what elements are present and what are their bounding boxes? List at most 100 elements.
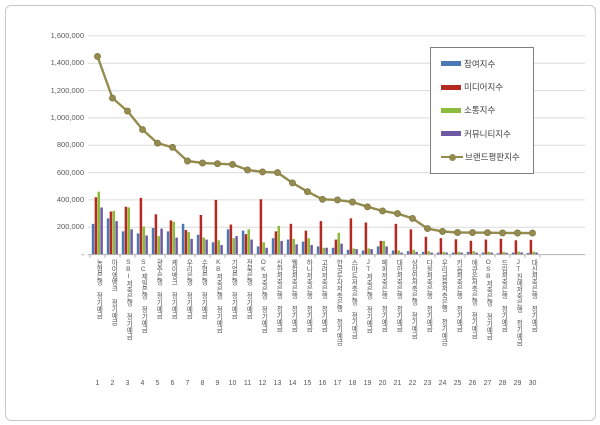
bar-소통지수: [322, 247, 325, 255]
category-label: 웰컴저축은행 정기예금: [285, 259, 300, 377]
bar-커뮤니티지수: [460, 252, 463, 255]
bar-참여지수: [421, 251, 425, 255]
bar-참여지수: [316, 246, 320, 255]
bar-소통지수: [292, 238, 295, 255]
category-label: 우리은행 정기예금: [180, 259, 195, 377]
bar-참여지수: [211, 242, 215, 255]
reputation-marker: [109, 94, 116, 102]
category-label-text: SBI저축은행 정기예금: [124, 258, 132, 340]
category-label-text: 광주은행 정기예금: [154, 258, 162, 319]
bar-소통지수: [217, 240, 220, 255]
bar-커뮤니티지수: [415, 251, 418, 255]
bar-소통지수: [457, 251, 460, 255]
bar-참여지수: [256, 246, 260, 255]
bar-참여지수: [196, 234, 200, 255]
reputation-marker: [229, 160, 236, 168]
bar-소통지수: [127, 207, 130, 255]
category-label-text: 애큐온저축은행 정기예금: [469, 258, 477, 339]
y-axis-label: 1,600,000: [50, 30, 84, 40]
reputation-marker: [334, 196, 341, 204]
bar-미디어지수: [469, 240, 473, 255]
bar-미디어지수: [409, 229, 413, 255]
bar-참여지수: [91, 223, 95, 255]
reputation-marker: [529, 229, 536, 237]
category-label-text: JT저축은행 정기예금: [364, 258, 372, 333]
category-label-text: 다올저축은행 정기예금: [424, 258, 432, 332]
bar-소통지수: [112, 210, 115, 255]
category-label-text: 키움저축은행 정기예금: [454, 258, 462, 332]
bar-소통지수: [472, 251, 475, 255]
category-label-text: 웰컴저축은행 정기예금: [289, 258, 297, 332]
y-axis-label: -: [81, 249, 85, 259]
legend-marker-icon: [449, 153, 456, 161]
bar-커뮤니티지수: [370, 249, 373, 255]
category-label: 상상인저축은행 정기예금: [405, 259, 420, 377]
y-axis-label: 1,400,000: [50, 58, 84, 68]
reputation-marker: [94, 52, 101, 60]
bar-미디어지수: [214, 199, 218, 255]
bar-미디어지수: [349, 218, 353, 255]
bar-참여지수: [481, 252, 485, 255]
bar-커뮤니티지수: [175, 237, 178, 255]
rank-label: 20: [378, 379, 387, 387]
rank-label: 8: [200, 379, 205, 387]
reputation-marker: [469, 229, 476, 237]
bar-커뮤니티지수: [190, 238, 193, 255]
bar-소통지수: [352, 248, 355, 255]
category-label: 케이뱅크 정기예금: [165, 259, 180, 377]
bar-커뮤니티지수: [310, 245, 313, 255]
category-label: SBI저축은행 정기예금: [120, 259, 135, 377]
bar-소통지수: [307, 238, 310, 255]
bar-소통지수: [262, 242, 265, 255]
category-label-text: 대한저축은행 정기예금: [394, 258, 402, 332]
bar-참여지수: [271, 238, 275, 255]
reputation-marker: [124, 107, 131, 115]
reputation-marker: [424, 225, 431, 233]
rank-label: 17: [333, 379, 342, 387]
rank-label: 19: [363, 379, 372, 387]
category-label-text: 스마트저축은행 정기예금: [349, 258, 357, 339]
bar-커뮤니티지수: [115, 221, 118, 255]
bar-소통지수: [202, 237, 205, 255]
reputation-marker: [154, 139, 161, 147]
category-label: 고려저축은행 정기예금: [315, 259, 330, 377]
bar-참여지수: [166, 231, 170, 255]
bar-미디어지수: [454, 239, 458, 255]
category-label-text: 상상인저축은행 정기예금: [409, 258, 417, 339]
bar-미디어지수: [184, 230, 188, 255]
y-axis-label: 200,000: [56, 222, 84, 232]
bar-참여지수: [496, 253, 500, 255]
category-label: OK저축은행 정기예금: [255, 259, 270, 377]
bar-소통지수: [412, 249, 415, 255]
bar-미디어지수: [244, 234, 248, 255]
bar-미디어지수: [394, 223, 398, 255]
category-label: 신한저축은행 정기예금: [270, 259, 285, 377]
reputation-marker: [439, 227, 446, 235]
bar-소통지수: [247, 229, 250, 255]
category-label: 기업은행 정기예금: [225, 259, 240, 377]
category-label: 다올저축은행 정기예금: [420, 259, 435, 377]
bar-커뮤니티지수: [205, 239, 208, 255]
rank-label: 12: [258, 379, 267, 387]
bar-소통지수: [142, 226, 145, 255]
bar-소통지수: [382, 240, 385, 255]
category-label: 농협은행 정기예금: [90, 259, 105, 377]
category-label-text: JT친애저축은행 정기예금: [514, 258, 522, 346]
category-label-text: 드림저축은행 정기예금: [499, 258, 507, 332]
category-label: SC제일은행 정기예금: [135, 259, 150, 377]
bar-미디어지수: [139, 197, 143, 255]
bar-참여지수: [346, 249, 350, 255]
bar-미디어지수: [199, 214, 203, 255]
reputation-marker: [379, 207, 386, 215]
bar-커뮤니티지수: [400, 252, 403, 255]
y-axis-label: 600,000: [56, 167, 84, 177]
category-label: 대한저축은행 정기예금: [390, 259, 405, 377]
legend: 참여지수 미디어지수 소통지수 커뮤니티지수 브랜드평판지수: [430, 47, 534, 174]
bar-소통지수: [337, 232, 340, 255]
category-label: OSB저축은행 정기예금: [480, 259, 495, 377]
legend-swatch-icon: [441, 84, 461, 90]
rank-label: 14: [288, 379, 297, 387]
category-label-text: 우리금융저축은행 정기예금: [439, 258, 447, 345]
reputation-marker: [319, 195, 326, 203]
rank-label: 24: [438, 379, 447, 387]
